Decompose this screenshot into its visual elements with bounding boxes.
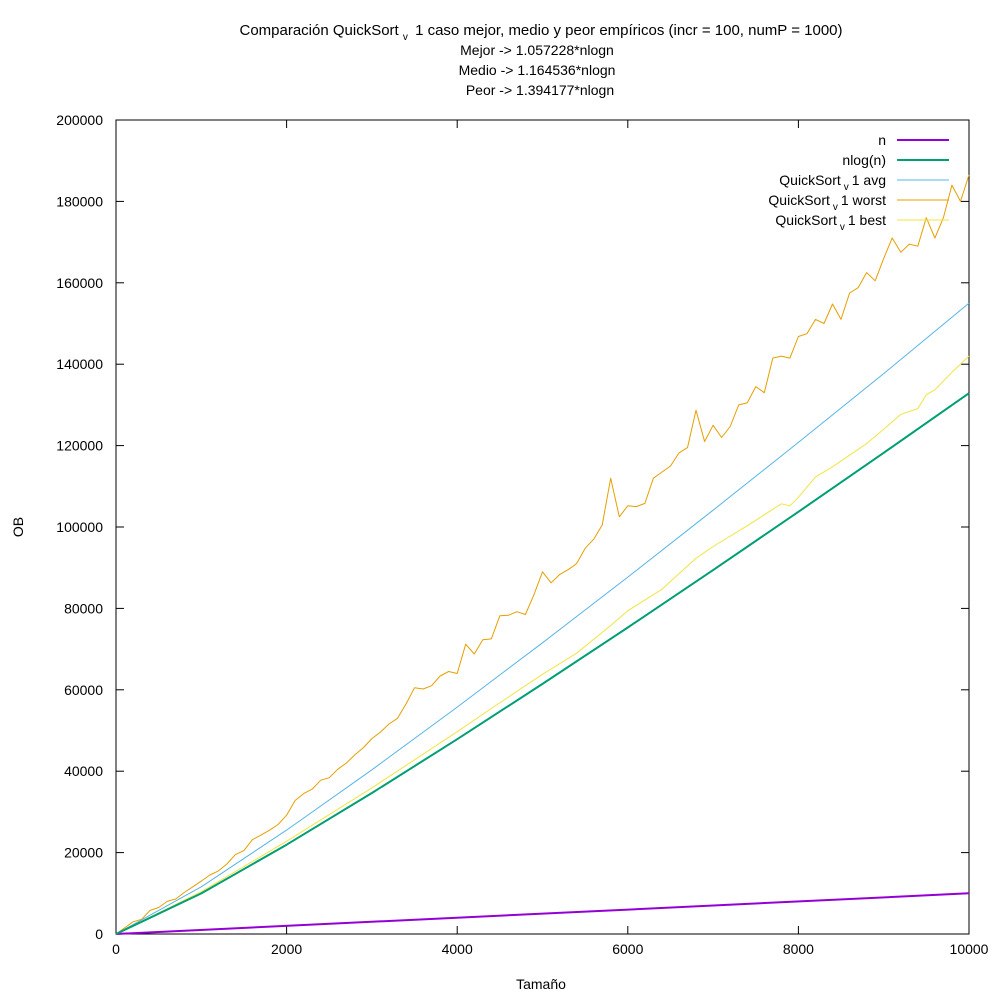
y-axis-label: OB (10, 517, 26, 537)
axes: 0 2000 4000 6000 8000 10000020000400006000080… (56, 112, 988, 957)
legend-label-subscript: v (833, 202, 838, 213)
series-line-3 (115, 174, 970, 935)
legend-label-4: QuickSort v 1 best (775, 212, 886, 233)
series-line-0 (115, 892, 970, 935)
chart-title-suffix: 1 caso mejor, medio y peor empíricos (in… (415, 22, 842, 39)
chart-subtitle-best: Mejor -> 1.057228*nlogn (460, 42, 614, 58)
y-tick-label: 80000 (64, 600, 103, 616)
legend-label-suffix: 1 worst (841, 192, 886, 208)
x-tick-label: 6000 (612, 941, 643, 957)
x-axis-label: Tamaño (516, 976, 566, 992)
legend-label-1: nlog(n) (842, 152, 886, 168)
chart-subtitle-worst: Peor -> 1.394177*nlogn (466, 82, 614, 98)
legend-label-prefix: QuickSort (775, 212, 837, 228)
legend-label-suffix: 1 avg (852, 172, 886, 188)
chart-title-prefix: Comparación QuickSort (239, 22, 399, 39)
x-tick-label: 0 (112, 941, 120, 957)
series-line-4 (115, 355, 970, 935)
legend-label-2: QuickSort v 1 avg (779, 172, 886, 193)
y-tick-label: 0 (95, 926, 103, 942)
y-tick-label: 160000 (56, 275, 103, 291)
x-tick-label: 8000 (783, 941, 814, 957)
chart-subtitle-avg: Medio -> 1.164536*nlogn (459, 62, 616, 78)
y-tick-label: 40000 (64, 763, 103, 779)
chart-title-subscript: v (403, 32, 408, 43)
chart-title: Comparación QuickSort v 1 caso mejor, me… (239, 22, 842, 44)
y-tick-label: 100000 (56, 519, 103, 535)
legend-label-subscript: v (840, 222, 845, 233)
x-tick-label: 2000 (271, 941, 302, 957)
legend-label-prefix: QuickSort (768, 192, 830, 208)
y-tick-label: 140000 (56, 356, 103, 372)
y-tick-label: 200000 (56, 112, 103, 128)
legend-label-0: n (878, 132, 886, 148)
y-tick-label: 120000 (56, 438, 103, 454)
legend-label-prefix: QuickSort (779, 172, 841, 188)
y-tick-label: 180000 (56, 193, 103, 209)
series-layer (115, 174, 970, 935)
x-tick-label: 10000 (950, 941, 989, 957)
legend-label-3: QuickSort v 1 worst (768, 192, 886, 213)
series-line-1 (115, 392, 970, 935)
legend-label-subscript: v (844, 182, 849, 193)
x-tick-label: 4000 (442, 941, 473, 957)
plot-frame (115, 119, 970, 935)
legend-label-suffix: 1 best (848, 212, 886, 228)
series-line-2 (115, 302, 970, 935)
y-tick-label: 20000 (64, 845, 103, 861)
y-tick-label: 60000 (64, 682, 103, 698)
chart-titles: Comparación QuickSort v 1 caso mejor, me… (239, 22, 842, 98)
